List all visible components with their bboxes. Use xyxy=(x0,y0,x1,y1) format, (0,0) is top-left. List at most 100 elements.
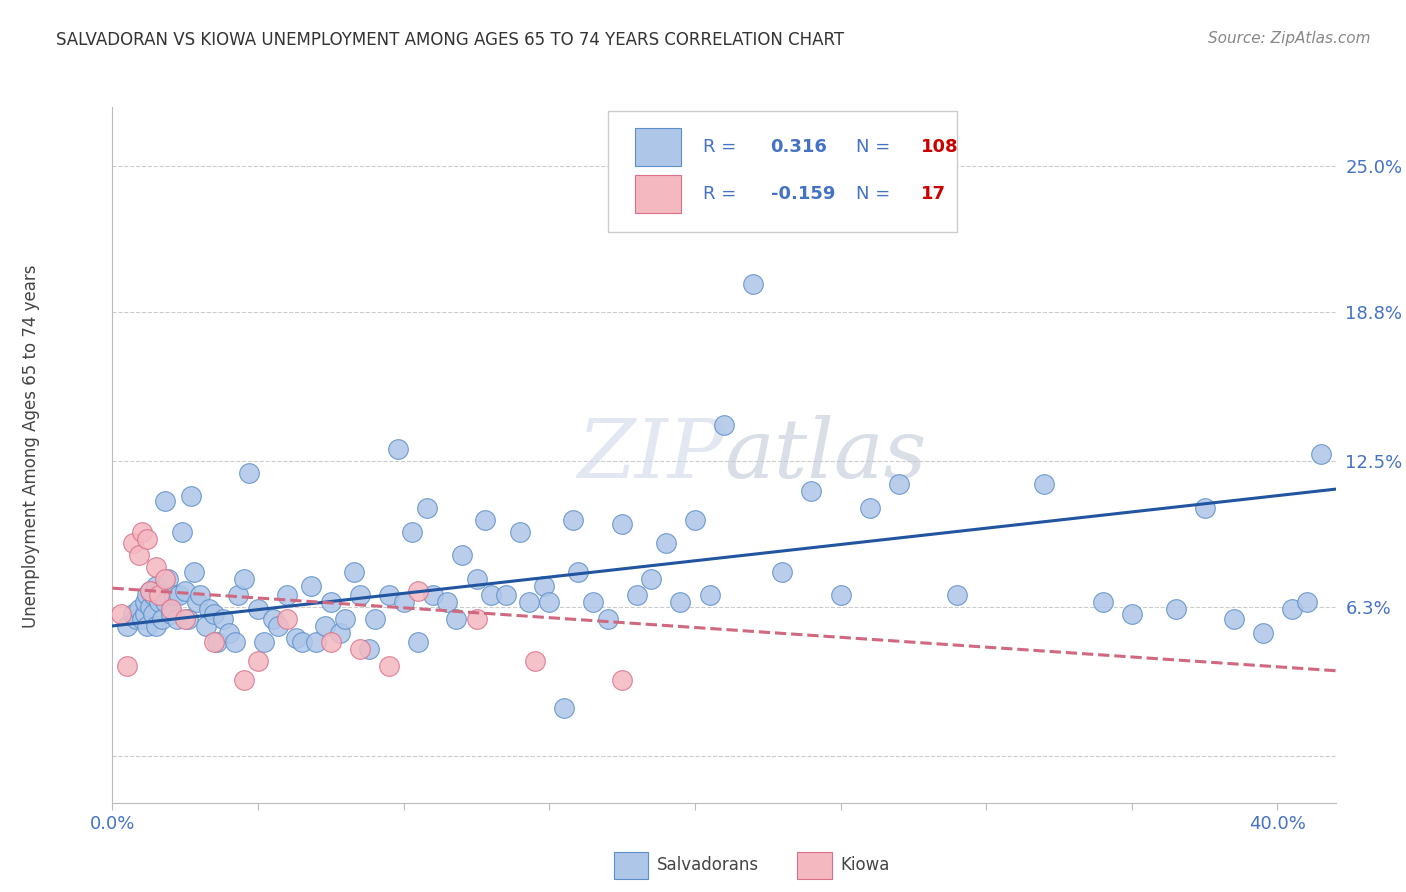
Point xyxy=(159,607,181,621)
Point xyxy=(683,513,706,527)
Point xyxy=(142,607,165,621)
Point xyxy=(408,635,430,649)
Point xyxy=(125,612,148,626)
Point xyxy=(1091,595,1114,609)
Point xyxy=(946,588,969,602)
Point xyxy=(305,635,328,649)
Point xyxy=(218,626,240,640)
Point xyxy=(800,484,823,499)
Point xyxy=(139,583,162,598)
Point xyxy=(523,654,546,668)
Point xyxy=(148,583,170,598)
Point xyxy=(153,572,176,586)
Point xyxy=(401,524,423,539)
Point xyxy=(262,612,284,626)
Point xyxy=(319,595,342,609)
Point xyxy=(392,595,415,609)
Text: ZIP: ZIP xyxy=(578,415,724,495)
Point xyxy=(148,595,170,609)
Text: 17: 17 xyxy=(921,185,946,203)
Point xyxy=(169,588,191,602)
Point xyxy=(136,619,159,633)
Point xyxy=(349,588,371,602)
Point xyxy=(699,588,721,602)
Point xyxy=(387,442,409,456)
Point xyxy=(567,565,589,579)
Text: 108: 108 xyxy=(921,137,959,156)
Point xyxy=(226,588,249,602)
Point xyxy=(134,595,156,609)
Point xyxy=(474,513,496,527)
Point xyxy=(247,654,270,668)
Point xyxy=(640,572,662,586)
Point xyxy=(284,631,308,645)
Point xyxy=(131,612,153,626)
Point xyxy=(232,572,254,586)
Point xyxy=(561,513,583,527)
Point xyxy=(115,659,138,673)
Point xyxy=(156,572,179,586)
Point xyxy=(655,536,678,550)
Point xyxy=(188,588,211,602)
Bar xyxy=(634,128,682,166)
Point xyxy=(859,500,882,515)
FancyBboxPatch shape xyxy=(607,111,956,232)
Bar xyxy=(797,852,832,880)
Point xyxy=(145,579,167,593)
Point xyxy=(329,626,352,640)
Point xyxy=(465,612,488,626)
Point xyxy=(159,602,181,616)
Point xyxy=(742,277,765,291)
Bar xyxy=(614,852,648,880)
Point xyxy=(150,612,173,626)
Point xyxy=(153,595,176,609)
Point xyxy=(136,532,159,546)
Text: N =: N = xyxy=(856,185,896,203)
Point xyxy=(267,619,290,633)
Point xyxy=(770,565,793,579)
Point xyxy=(207,635,229,649)
Point xyxy=(713,418,735,433)
Point xyxy=(343,565,366,579)
Point xyxy=(180,489,202,503)
Point xyxy=(177,612,200,626)
Point xyxy=(145,619,167,633)
Point xyxy=(232,673,254,688)
Point xyxy=(299,579,322,593)
Point xyxy=(416,500,439,515)
Point xyxy=(247,602,270,616)
Point xyxy=(582,595,605,609)
Point xyxy=(887,477,910,491)
Point xyxy=(314,619,336,633)
Point xyxy=(204,607,226,621)
Point xyxy=(186,595,208,609)
Point xyxy=(1310,447,1333,461)
Point xyxy=(142,588,165,602)
Point xyxy=(451,548,474,562)
Point xyxy=(139,600,162,615)
Text: Unemployment Among Ages 65 to 74 years: Unemployment Among Ages 65 to 74 years xyxy=(22,264,39,628)
Point xyxy=(276,588,298,602)
Point xyxy=(139,583,162,598)
Point xyxy=(212,612,235,626)
Point xyxy=(349,642,371,657)
Point xyxy=(335,612,357,626)
Point xyxy=(596,612,619,626)
Point xyxy=(131,524,153,539)
Point xyxy=(150,588,173,602)
Point xyxy=(669,595,692,609)
Point xyxy=(1281,602,1303,616)
Point xyxy=(238,466,260,480)
Text: R =: R = xyxy=(703,185,742,203)
Text: R =: R = xyxy=(703,137,742,156)
Text: Salvadorans: Salvadorans xyxy=(657,856,759,874)
Text: Kiowa: Kiowa xyxy=(841,856,890,874)
Point xyxy=(1164,602,1187,616)
Point xyxy=(610,517,633,532)
Point xyxy=(1194,500,1216,515)
Point xyxy=(378,659,401,673)
Point xyxy=(422,588,444,602)
Point xyxy=(128,548,150,562)
Point xyxy=(134,607,156,621)
Point xyxy=(610,673,633,688)
